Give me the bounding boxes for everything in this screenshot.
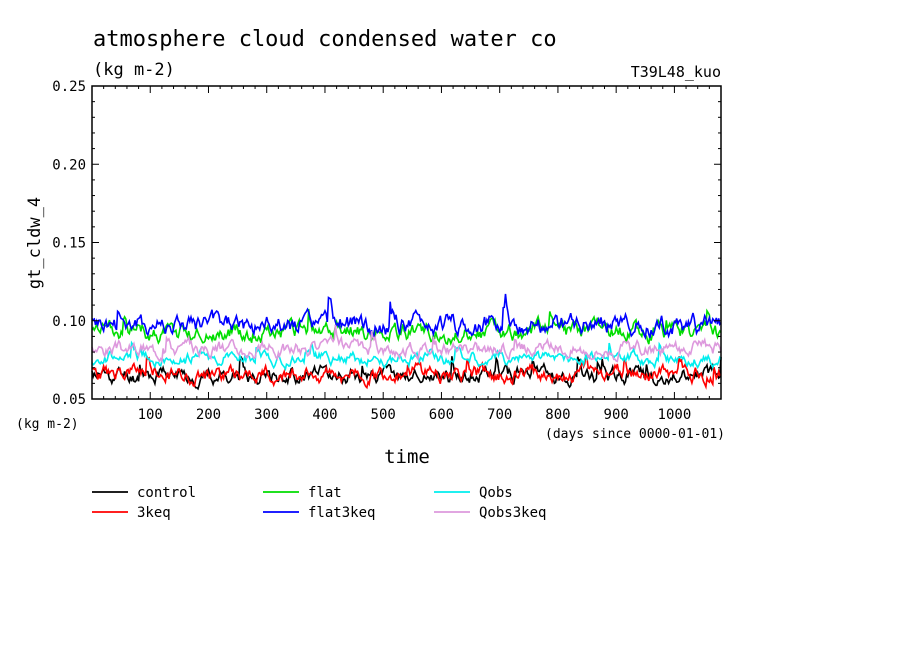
plot-frame: [91, 85, 722, 400]
legend-entry: control: [137, 485, 196, 501]
legend-entry: flat3keq: [308, 505, 375, 521]
x-tick-label: 800: [545, 407, 570, 423]
x-tick-label: 400: [312, 407, 337, 423]
x-tick-label: 500: [371, 407, 396, 423]
y-tick-label: 0.05: [52, 392, 86, 408]
y-units-label: (kg m-2): [16, 417, 79, 432]
series-line-3keq: [91, 354, 722, 390]
series-line-flat: [91, 308, 722, 346]
chart-subtitle: (kg m-2): [93, 60, 175, 80]
axis-layer: 100 200 300 400 500 600 700 800 900 1000 0.05 0.10 0…: [52, 79, 721, 423]
series-line-flat3keq: [91, 293, 722, 341]
x-tick-label: 300: [254, 407, 279, 423]
y-tick-label: 0.20: [52, 157, 86, 173]
chart-title: atmosphere cloud condensed water co: [93, 27, 557, 52]
x-tick-label: 900: [604, 407, 629, 423]
x-tick-label: 700: [487, 407, 512, 423]
run-label: T39L48_kuo: [631, 63, 721, 81]
legend: control 3keq flat flat3keq Qobs Qobs3keq: [92, 485, 546, 521]
x-tick-label: 1000: [658, 407, 692, 423]
x-tick-label: 100: [138, 407, 163, 423]
x-units-label: (days since 0000-01-01): [545, 427, 725, 442]
legend-entry: 3keq: [137, 505, 171, 521]
x-tick-label: 600: [429, 407, 454, 423]
x-tick-label: 200: [196, 407, 221, 423]
series-line-Qobs3keq: [91, 324, 722, 365]
y-tick-label: 0.15: [52, 236, 86, 252]
legend-entry: Qobs3keq: [479, 505, 546, 521]
legend-entry: flat: [308, 485, 342, 501]
y-tick-label: 0.10: [52, 314, 86, 330]
legend-entry: Qobs: [479, 485, 513, 501]
series-layer: [91, 293, 722, 391]
x-axis-label: time: [384, 446, 430, 468]
y-tick-label: 0.25: [52, 79, 86, 95]
series-line-Qobs: [91, 340, 722, 372]
y-axis-label: gt_cldw_4: [25, 197, 45, 289]
